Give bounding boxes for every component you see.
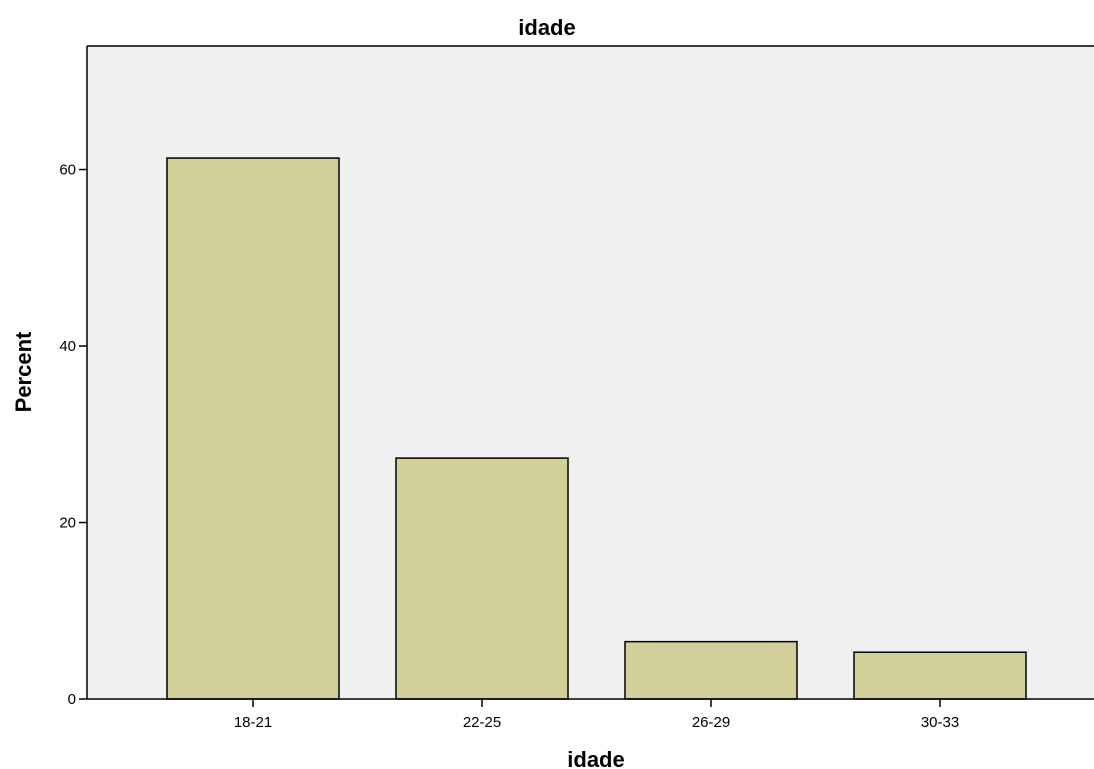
bar-26-29 xyxy=(624,640,798,700)
x-tick-label: 26-29 xyxy=(692,714,730,731)
bar-22-25 xyxy=(395,457,569,700)
chart-title: idade xyxy=(518,15,575,40)
y-tick-label: 60 xyxy=(59,162,76,179)
bar-30-33 xyxy=(853,651,1027,700)
y-tick-label: 20 xyxy=(59,515,76,532)
x-tick-label: 22-25 xyxy=(463,714,501,731)
x-axis-title: idade xyxy=(567,747,624,769)
ticks-group: 0 20 40 60 18-21 22-25 26-29 30-33 xyxy=(59,162,959,731)
y-axis-title: Percent xyxy=(11,331,36,412)
bars-group xyxy=(166,157,1027,700)
y-tick-label: 0 xyxy=(68,691,76,708)
axes-group xyxy=(86,45,1094,700)
x-tick-label: 30-33 xyxy=(921,714,959,731)
x-tick-label: 18-21 xyxy=(234,714,272,731)
y-tick-label: 40 xyxy=(59,338,76,355)
bar-18-21 xyxy=(166,157,340,700)
